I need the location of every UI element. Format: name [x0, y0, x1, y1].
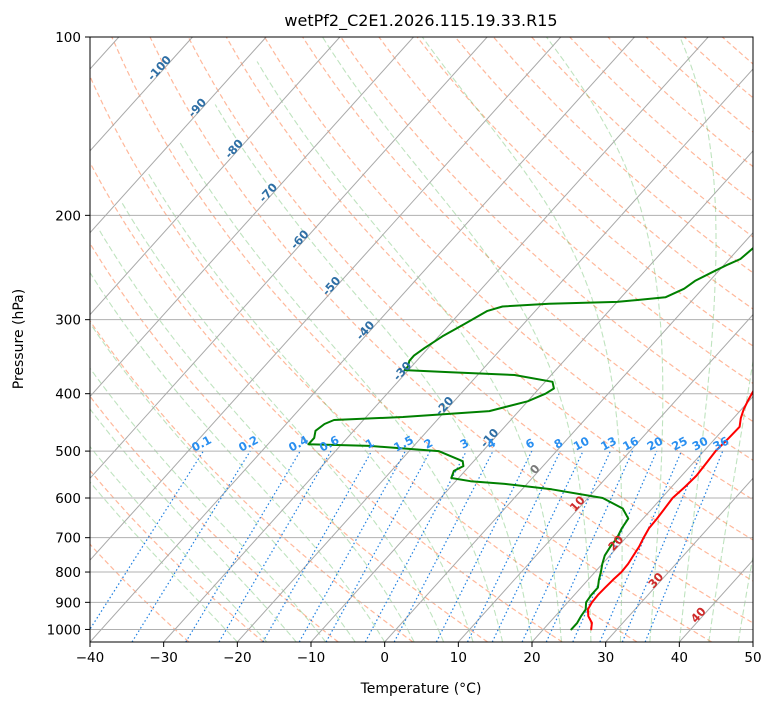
chart-title: wetPf2_C2E1.2026.115.19.33.R15 [284, 11, 557, 31]
x-tick-label: 40 [671, 650, 688, 666]
x-tick-label: 30 [597, 650, 614, 666]
moist-adiabat-line [147, 173, 474, 642]
moist-adiabat-line [90, 445, 268, 642]
dry-adiabat-line [90, 161, 563, 642]
moist-adiabat-line [256, 61, 563, 642]
moist-adiabat-line [90, 481, 238, 642]
isotherm-gridline [310, 150, 753, 642]
mixing-ratio-line [262, 450, 373, 642]
dry-adiabat-line [340, 37, 753, 423]
x-tick-label: −30 [149, 650, 178, 666]
y-axis-label: Pressure (hPa) [11, 289, 27, 389]
mixing-ratio-label: 20 [645, 434, 666, 454]
mixing-ratio-label: 25 [669, 434, 690, 454]
mixing-ratio-line [572, 450, 658, 642]
isotherm-gridline [90, 37, 635, 642]
y-tick-label: 500 [55, 444, 81, 460]
mixing-ratio-line [131, 450, 251, 642]
mixing-ratio-label: 13 [598, 434, 619, 454]
x-tick-label: 0 [380, 650, 389, 666]
profile-line-1 [586, 389, 753, 631]
isotherm-gridline [90, 37, 414, 398]
isotherm-gridline [90, 37, 488, 480]
y-tick-label: 300 [55, 313, 81, 329]
plot-frame [89, 36, 754, 643]
x-tick-label: 20 [523, 650, 540, 666]
dry-adiabat-line [454, 37, 753, 310]
isotherm-gridline [605, 477, 753, 642]
x-tick-label: −10 [297, 650, 326, 666]
mixing-ratio-line [599, 450, 682, 642]
moist-adiabat-line [678, 37, 717, 642]
x-tick-label: −20 [223, 650, 252, 666]
isotherm-gridline [90, 37, 341, 316]
dry-adiabat-line [416, 37, 753, 347]
isotherm-gridline [236, 68, 753, 642]
isotherm-gridline [90, 37, 267, 234]
moist-adiabat-line [546, 37, 664, 642]
mixing-ratio-line [466, 450, 561, 642]
dry-adiabat-line [263, 37, 753, 501]
isobar-gridlines-group [90, 37, 753, 630]
dry-adiabat-line [90, 469, 264, 642]
moist-adiabat-line [214, 104, 533, 642]
moist-adiabat-line [121, 201, 445, 642]
isotherm-gridline [90, 37, 193, 152]
y-tick-label: 400 [55, 387, 81, 403]
y-tick-label: 200 [55, 208, 81, 224]
x-axis-label: Temperature (°C) [360, 681, 482, 697]
mixing-ratio-line [298, 450, 406, 642]
moist-adiabat-line [90, 271, 386, 642]
profile-series-group [307, 246, 753, 631]
mixing-ratio-line [218, 450, 332, 642]
moist-adiabat-line [90, 408, 297, 642]
y-tick-label: 1000 [47, 622, 81, 638]
moist-adiabat-line [708, 358, 753, 642]
y-tick-label: 900 [55, 595, 81, 611]
moist-adiabat-line [97, 227, 415, 642]
y-tick-label: 700 [55, 531, 81, 547]
mixing-ratio-line [90, 450, 204, 631]
y-tick-label: 100 [55, 30, 81, 46]
isotherm-gridline [531, 395, 753, 642]
x-tick-label: 10 [450, 650, 467, 666]
isotherm-gridline [90, 37, 562, 561]
x-tick-label: 50 [744, 650, 761, 666]
mixing-ratio-line [521, 450, 611, 642]
dry-adiabat-line [149, 37, 753, 624]
isotherm-gridline [457, 313, 753, 642]
mixing-ratio-label: 16 [620, 434, 641, 454]
mixing-ratio-label: 30 [690, 434, 711, 454]
dry-adiabat-line [90, 74, 638, 642]
y-tick-label: 800 [55, 565, 81, 581]
moist-adiabat-line [421, 37, 623, 642]
dry-adiabat-line [187, 37, 753, 582]
dry-adiabat-line [90, 242, 488, 642]
mixing-ratio-label: 10 [571, 434, 592, 454]
mixing-ratio-line [185, 450, 301, 642]
x-axis-ticks: −40 −30 −20 −10 0 10 20 30 40 50 [76, 642, 762, 666]
y-tick-label: 600 [55, 491, 81, 507]
moist-adiabat-line [322, 37, 592, 642]
x-tick-label: −40 [76, 650, 105, 666]
mixing-ratio-line [491, 450, 584, 642]
profile-line-2 [307, 246, 753, 631]
mixing-ratio-label: 36 [710, 434, 731, 454]
mixing-ratio-line [545, 450, 634, 642]
mixing-ratio-line [325, 450, 431, 642]
y-axis-ticks: 100 200 300 400 500 600 700 800 900 1000 [47, 30, 90, 638]
isotherm-gridline [384, 231, 753, 642]
